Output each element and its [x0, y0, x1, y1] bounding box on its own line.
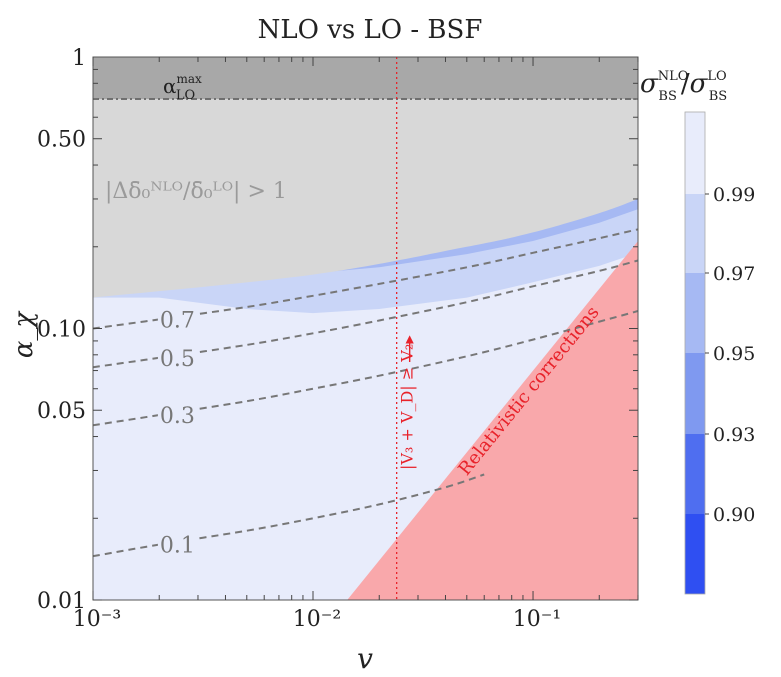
contour-label-bg-0.7: [157, 310, 197, 332]
dashed-contours: 0.7 0.5 0.3 0.1: [93, 228, 638, 559]
colorbar: 0.90 0.93 0.95 0.97 0.99: [684, 111, 755, 595]
contour-line-0.7: [93, 228, 638, 330]
colorbar-segment: [685, 194, 705, 273]
contour-label-0.5: 0.5: [160, 347, 195, 372]
colorbar-num-sup: NLO: [658, 69, 689, 84]
colorbar-segment: [685, 353, 705, 434]
x-axis: 10⁻³ 10⁻² 10⁻¹: [73, 57, 639, 632]
colorbar-segment: [685, 434, 705, 514]
x-tick-label: 10⁻¹: [513, 607, 561, 632]
chart-title: NLO vs LO - BSF: [258, 15, 483, 45]
colorbar-segment: [685, 514, 705, 594]
contour-label-bg-0.5: [157, 348, 197, 370]
colorbar-tick-label: 0.99: [713, 184, 755, 206]
colorbar-tick-label: 0.90: [713, 504, 755, 526]
contour-line-0.5: [93, 259, 638, 369]
colorbar-num-sub: BS: [658, 89, 676, 104]
colorbar-den-sub: BS: [709, 89, 727, 104]
y-axis-label: α_χ: [9, 310, 39, 359]
colorbar-title: σNLO BS/σLO BS: [640, 69, 727, 104]
contour-label-bg-0.1: [157, 535, 197, 557]
colorbar-den: σ: [690, 69, 709, 99]
colorbar-den-sup: LO: [707, 69, 726, 84]
y-axis: 0.01 0.05 0.10 0.50 1: [37, 46, 638, 614]
alpha-max-label: αmax LO: [163, 72, 202, 103]
y-tick-label: 0.05: [37, 399, 86, 424]
x-axis-label: v: [357, 642, 373, 675]
contour-label-0.3: 0.3: [160, 404, 195, 429]
y-tick-label: 0.10: [37, 318, 86, 343]
colorbar-segment: [685, 273, 705, 353]
y-tick-label: 0.50: [37, 128, 86, 153]
v-threshold-label: |V₃ + V_D| ≥ V₂: [398, 344, 417, 470]
x-tick-label: 10⁻³: [73, 607, 121, 632]
contour-label-0.7: 0.7: [160, 308, 195, 333]
contour-label-0.1: 0.1: [160, 534, 195, 559]
delta-region-label: |Δδ̄₀ᴺᴸᴼ/δ̄₀ᴸᴼ| > 1: [105, 179, 287, 204]
alpha-max-symbol: α: [163, 74, 177, 98]
colorbar-segment: [685, 112, 705, 194]
contour-label-bg-0.3: [157, 406, 197, 428]
colorbar-slash: /: [681, 69, 690, 99]
region-alpha-max: [93, 57, 638, 100]
y-tick-label: 0.01: [37, 589, 86, 614]
colorbar-tick-label: 0.95: [713, 343, 755, 365]
region-delta-greater-than-one: [93, 57, 638, 298]
colorbar-num: σ: [640, 69, 659, 99]
alpha-max-sub: LO: [176, 88, 195, 103]
plot-area: 0.7 0.5 0.3 0.1: [93, 57, 638, 600]
colorbar-tick-label: 0.93: [713, 424, 755, 446]
alpha-max-sup: max: [177, 72, 203, 86]
y-tick-label: 1: [72, 46, 86, 71]
contour-line-0.3: [93, 310, 638, 427]
colorbar-tick-label: 0.97: [713, 263, 755, 285]
x-tick-label: 10⁻²: [293, 607, 341, 632]
